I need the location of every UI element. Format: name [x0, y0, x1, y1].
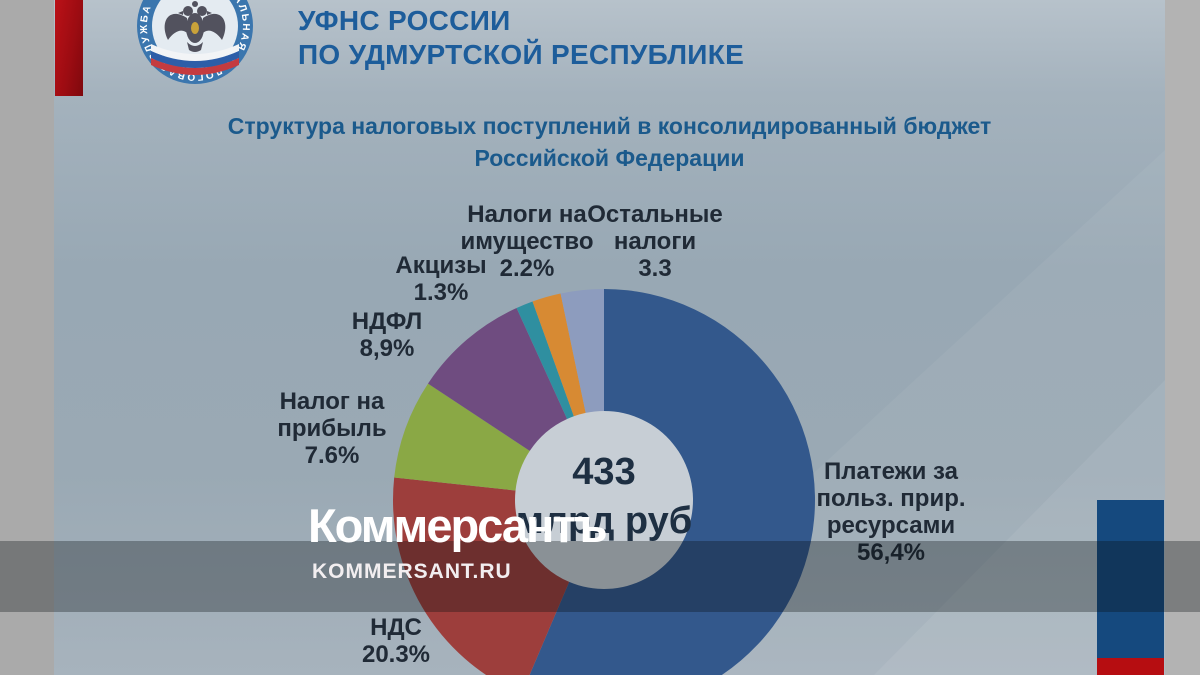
donut-center-label: 433 млрд руб	[474, 448, 734, 546]
label-vat: НДС 20.3%	[361, 614, 431, 668]
chart-title-line1: Структура налоговых поступлений в консол…	[227, 113, 992, 139]
bottom-right-red-block	[1097, 658, 1164, 675]
label-property-taxes: Налоги на имущество 2.2%	[460, 201, 594, 282]
label-profit-tax: Налог на прибыль 7.6%	[277, 388, 387, 469]
value-excise: 1.3%	[413, 279, 469, 306]
donut-segment-1	[392, 477, 570, 675]
right-gray-margin	[1165, 0, 1200, 675]
org-name-line1: УФНС РОССИИ	[298, 5, 511, 36]
org-name: УФНС РОССИИ ПО УДМУРТСКОЙ РЕСПУБЛИКЕ	[298, 4, 744, 72]
label-other-taxes: Остальные налоги 3.3	[587, 201, 723, 282]
donut-segment-2	[394, 383, 530, 491]
total-value: 433	[572, 451, 636, 493]
value-ndfl: 8,9%	[359, 335, 415, 362]
label-natural-resources-payments: Платежи за польз. прир. ресурсами 56,4%	[816, 458, 966, 566]
donut-chart	[384, 280, 824, 675]
kommersant-watermark-url: KOMMERSANT.RU	[312, 560, 512, 583]
flag-ribbon	[151, 44, 239, 75]
fns-emblem-icon: ФЕДЕРАЛЬНАЯ НАЛОГОВАЯ СЛУЖБА	[137, 0, 253, 84]
double-eagle-silhouette	[164, 1, 226, 52]
donut-segment-3	[428, 307, 568, 451]
total-unit: млрд руб	[515, 500, 693, 542]
donut-segment-4	[516, 301, 574, 419]
bottom-right-blue-block	[1097, 500, 1164, 658]
watermark-band	[0, 541, 1200, 612]
value-other-taxes: 3.3	[638, 255, 672, 282]
label-excise: Акцизы 1.3%	[395, 252, 487, 306]
kommersant-watermark-logo: Коммерсантъ	[308, 499, 608, 552]
donut-segment-5	[532, 293, 586, 417]
presentation-slide: ФЕДЕРАЛЬНАЯ НАЛОГОВАЯ СЛУЖБА УФНС РОССИИ…	[54, 0, 1165, 675]
top-left-red-bar	[55, 0, 83, 96]
donut-segment-6	[560, 289, 604, 413]
chart-title-line2: Российской Федерации	[474, 145, 745, 171]
org-name-line2: ПО УДМУРТСКОЙ РЕСПУБЛИКЕ	[298, 39, 745, 70]
value-property-taxes: 2.2%	[499, 255, 555, 282]
value-natural-resources-payments: 56,4%	[856, 539, 926, 566]
value-vat: 20.3%	[361, 641, 431, 668]
donut-segment-0	[529, 289, 815, 675]
chart-title: Структура налоговых поступлений в консол…	[94, 110, 1125, 174]
label-ndfl: НДФЛ 8,9%	[351, 308, 423, 362]
donut-hole	[514, 410, 694, 590]
value-profit-tax: 7.6%	[304, 442, 360, 469]
